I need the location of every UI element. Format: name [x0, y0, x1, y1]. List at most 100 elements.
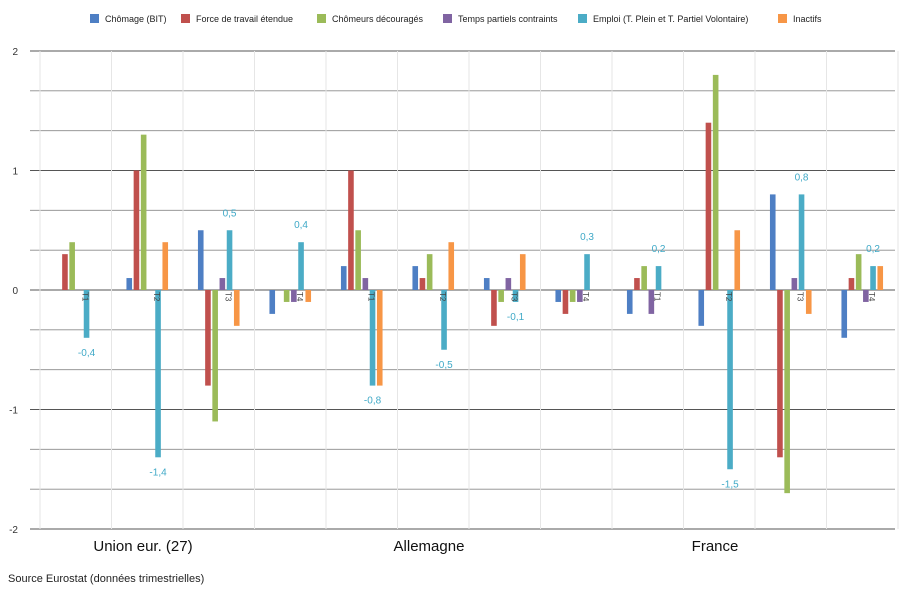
bar — [841, 290, 848, 338]
bars — [62, 74, 884, 494]
bar — [126, 278, 133, 290]
data-label: 0,2 — [652, 244, 666, 255]
bar — [863, 290, 869, 302]
bar — [133, 170, 140, 290]
bar — [498, 290, 504, 302]
legend-swatch — [317, 14, 326, 23]
quarter-label: T1 — [367, 292, 376, 302]
bar — [491, 290, 497, 326]
quarter-label: T2 — [152, 292, 161, 302]
quarter-label: T3 — [224, 292, 233, 302]
bar — [877, 266, 884, 290]
bar — [162, 242, 169, 290]
legend: Chômage (BIT) Force de travail étendue Chô… — [90, 14, 822, 24]
quarter-label: T4 — [867, 292, 876, 302]
bar — [569, 290, 576, 302]
quarter-label: T3 — [510, 292, 519, 302]
legend-swatch — [778, 14, 787, 23]
bar — [505, 278, 512, 290]
labels: T1 T2 T3 T4 T1 T2 T3 T4 T1 T2 T3 T4 -0,4 -1,4 0,5 0,4 -0… — [78, 172, 881, 555]
bar — [483, 278, 490, 290]
bar — [291, 290, 297, 302]
data-label: 0,4 — [294, 220, 308, 231]
bar — [555, 290, 562, 302]
bar — [577, 290, 583, 302]
bar — [798, 194, 805, 290]
bar — [155, 290, 161, 458]
bar — [584, 254, 590, 290]
legend-swatch — [90, 14, 99, 23]
legend-swatch — [181, 14, 190, 23]
bar — [140, 134, 147, 290]
bar — [626, 290, 633, 314]
quarter-label: T3 — [796, 292, 805, 302]
bar — [233, 290, 240, 326]
bar — [348, 170, 354, 290]
bar — [426, 254, 433, 290]
bar — [212, 290, 218, 422]
bar — [727, 290, 733, 470]
y-tick-label: -2 — [9, 525, 18, 536]
group-label: Union eur. (27) — [93, 538, 192, 555]
quarter-label: T4 — [295, 292, 304, 302]
bar — [62, 254, 68, 290]
bar — [641, 266, 647, 290]
quarter-label: T2 — [438, 292, 447, 302]
bar — [448, 242, 455, 290]
legend-swatch — [578, 14, 587, 23]
bar — [634, 278, 640, 290]
data-label: 0,8 — [795, 172, 809, 183]
bar — [562, 290, 569, 314]
data-label: 0,3 — [580, 232, 594, 243]
bar — [848, 278, 855, 290]
bar — [362, 278, 369, 290]
y-tick-label: 2 — [12, 47, 18, 58]
bar — [784, 290, 790, 494]
data-label: -1,4 — [149, 467, 167, 478]
bar — [376, 290, 383, 386]
group-label: Allemagne — [394, 538, 465, 555]
quarter-label: T1 — [81, 292, 90, 302]
data-label: -0,5 — [435, 360, 453, 371]
bar — [870, 266, 876, 290]
group-label: France — [692, 538, 739, 555]
legend-label: Force de travail étendue — [196, 14, 293, 24]
bar — [269, 290, 276, 314]
legend-label: Chômeurs découragés — [332, 14, 424, 24]
bar — [734, 230, 741, 290]
y-tick-label: -1 — [9, 406, 18, 417]
bar — [805, 290, 812, 314]
bar — [226, 230, 233, 290]
bar — [769, 194, 776, 290]
bar — [298, 242, 304, 290]
bar — [412, 266, 419, 290]
bar — [419, 278, 426, 290]
bar — [205, 290, 211, 386]
bar — [655, 266, 662, 290]
bar — [648, 290, 655, 314]
legend-label: Temps partiels contraints — [458, 14, 558, 24]
legend-label: Chômage (BIT) — [105, 14, 167, 24]
quarter-label: T2 — [724, 292, 733, 302]
bar — [197, 230, 204, 290]
bar — [355, 230, 361, 290]
bar — [441, 290, 447, 350]
data-label: -0,1 — [507, 312, 525, 323]
bar — [698, 290, 705, 326]
quarter-label: T1 — [653, 292, 662, 302]
bar — [777, 290, 783, 458]
data-label: -1,5 — [721, 479, 739, 490]
data-label: -0,8 — [364, 396, 382, 407]
quarter-label: T4 — [581, 292, 590, 302]
bar — [69, 242, 75, 290]
data-label: 0,5 — [223, 208, 237, 219]
bar — [512, 290, 519, 302]
grid: -2 -1 0 1 2 — [9, 47, 899, 536]
bar — [83, 290, 90, 338]
bar — [791, 278, 798, 290]
legend-label: Inactifs — [793, 14, 822, 24]
y-tick-label: 0 — [12, 286, 18, 297]
bar — [855, 254, 862, 290]
bar — [283, 290, 290, 302]
